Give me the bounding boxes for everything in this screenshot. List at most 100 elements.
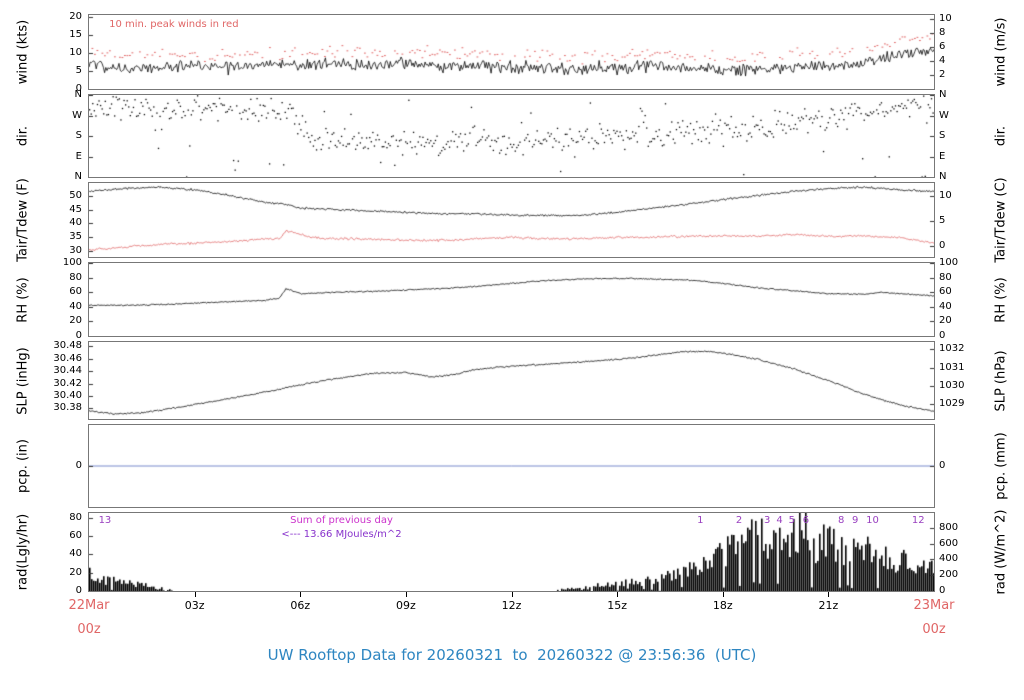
y-tick-label-right: 6 <box>939 41 946 53</box>
y-tick-label-left: N <box>74 89 82 100</box>
y-tick-label-right: 8 <box>939 27 946 39</box>
chart-annotation: 9 <box>852 515 859 527</box>
chart-annotation: 1 <box>697 515 704 527</box>
panel-radiation: rad(Lgly/hr) rad (W/m^2) <box>0 509 1024 595</box>
x-tick-mark <box>722 592 724 597</box>
panel-direction: dir. dir. <box>0 94 1024 178</box>
y-tick-label-left: 0 <box>75 330 82 341</box>
y-tick-label-left: 20 <box>69 11 82 23</box>
x-tick-label: 06z <box>290 599 311 612</box>
chart-annotation: <--- 13.66 MJoules/m^2 <box>281 528 402 540</box>
y-tick-label-left: 20 <box>69 566 82 578</box>
precip-chart-canvas <box>89 425 934 507</box>
y-tick-label-right: W <box>939 109 949 121</box>
y-tick-label-right: 5 <box>939 214 946 226</box>
temperature-left-axis-label: Tair/Tdew (F) <box>6 178 40 262</box>
temperature-plot-area <box>88 182 935 258</box>
y-tick-label-right: S <box>939 130 946 141</box>
y-tick-label-left: 0 <box>75 585 82 596</box>
y-tick-label-right: N <box>939 89 947 100</box>
x-tick-mark <box>300 592 302 597</box>
y-tick-label-left: 40 <box>69 548 82 560</box>
direction-right-axis-label: dir. <box>984 94 1018 178</box>
y-tick-label-right: 1030 <box>939 380 965 391</box>
chart-annotation: 13 <box>98 515 112 527</box>
x-tick-mark <box>511 592 513 597</box>
y-tick-label-right: 10 <box>939 13 952 25</box>
y-tick-label-left: 30.40 <box>53 390 82 402</box>
humidity-chart-canvas <box>89 263 934 336</box>
y-tick-label-right: 1031 <box>939 361 965 373</box>
pressure-right-axis-label: SLP (hPa) <box>984 341 1018 420</box>
axis-end-date-label: 23Mar <box>913 598 955 613</box>
y-tick-label-left: 45 <box>69 203 82 215</box>
y-tick-label-right: 200 <box>939 569 959 581</box>
panel-wind: wind (kts) wind (m/s) <box>0 14 1024 90</box>
direction-plot-area <box>88 94 935 178</box>
y-tick-label-right: 1029 <box>939 398 965 410</box>
y-tick-label-left: 60 <box>69 529 82 541</box>
y-tick-label-right: 20 <box>939 315 952 327</box>
humidity-left-axis-label: RH (%) <box>6 262 40 337</box>
y-tick-label-left: 50 <box>69 189 82 201</box>
y-tick-label-left: 60 <box>69 286 82 298</box>
y-tick-label-left: S <box>75 130 82 141</box>
y-tick-label-left: 80 <box>69 271 82 283</box>
axis-label-text: RH (%) <box>15 276 31 323</box>
y-tick-label-left: E <box>75 150 82 162</box>
direction-left-axis-label: dir. <box>6 94 40 178</box>
chart-annotation: 4 <box>776 515 783 527</box>
radiation-plot-area <box>88 512 935 592</box>
wind-left-axis-label: wind (kts) <box>6 14 40 90</box>
y-tick-label-left: 35 <box>69 231 82 243</box>
x-tick-mark <box>617 592 619 597</box>
y-tick-label-left: 0 <box>75 460 82 471</box>
chart-annotation: 8 <box>837 515 845 527</box>
axis-label-text: dir. <box>993 125 1009 147</box>
precip-right-axis-label: pcp. (mm) <box>984 424 1018 508</box>
y-tick-label-left: 20 <box>69 315 82 327</box>
y-tick-label-left: 30.42 <box>53 377 82 389</box>
precip-plot-area <box>88 424 935 508</box>
pressure-plot-area <box>88 341 935 420</box>
y-tick-label-right: 100 <box>939 257 959 268</box>
x-tick-label: 09z <box>395 599 416 612</box>
axis-label-text: pcp. (in) <box>15 439 31 493</box>
y-tick-label-left: 40 <box>69 300 82 312</box>
radiation-right-axis-label: rad (W/m^2) <box>984 509 1018 595</box>
y-tick-label-right: 4 <box>939 55 946 67</box>
y-tick-label-left: 30 <box>69 245 82 257</box>
y-tick-label-right: E <box>939 150 946 162</box>
wind-right-axis-label: wind (m/s) <box>984 14 1018 90</box>
y-tick-label-right: N <box>939 171 947 182</box>
y-tick-label-right: 60 <box>939 286 952 298</box>
y-tick-label-left: 30.44 <box>53 365 82 377</box>
y-tick-label-right: 2 <box>939 69 946 81</box>
chart-annotation: 2 <box>735 515 743 527</box>
axis-start-date-label: 22Mar <box>68 598 110 613</box>
y-tick-label-right: 0 <box>939 330 946 341</box>
y-tick-label-right: 800 <box>939 521 959 533</box>
precip-left-axis-label: pcp. (in) <box>6 424 40 508</box>
radiation-left-axis-label: rad(Lgly/hr) <box>6 512 40 592</box>
axis-start-hour-label: 00z <box>77 622 101 637</box>
axis-end-hour-label: 00z <box>922 622 946 637</box>
x-tick-mark <box>194 592 196 597</box>
y-tick-label-left: 5 <box>75 65 82 77</box>
axis-label-text: wind (kts) <box>15 19 31 85</box>
y-tick-label-right: 600 <box>939 537 959 549</box>
y-tick-label-left: N <box>74 171 82 182</box>
wind-plot-area <box>88 14 935 90</box>
figure-title: UW Rooftop Data for 20260321 to 20260322… <box>267 646 757 664</box>
y-tick-label-left: 30.46 <box>53 352 82 364</box>
y-tick-label-right: 10 <box>939 189 952 201</box>
chart-annotation: 6 <box>802 515 810 527</box>
y-tick-label-right: 0 <box>939 585 946 596</box>
axis-label-text: rad (W/m^2) <box>993 509 1009 595</box>
y-tick-label-left: W <box>72 109 82 121</box>
axis-label-text: pcp. (mm) <box>993 432 1009 500</box>
axis-label-text: SLP (inHg) <box>15 346 31 415</box>
x-tick-label: 21z <box>818 599 839 612</box>
panel-temperature: Tair/Tdew (F) Tair/Tdew (C) <box>0 177 1024 262</box>
y-tick-label-right: 400 <box>939 553 959 565</box>
